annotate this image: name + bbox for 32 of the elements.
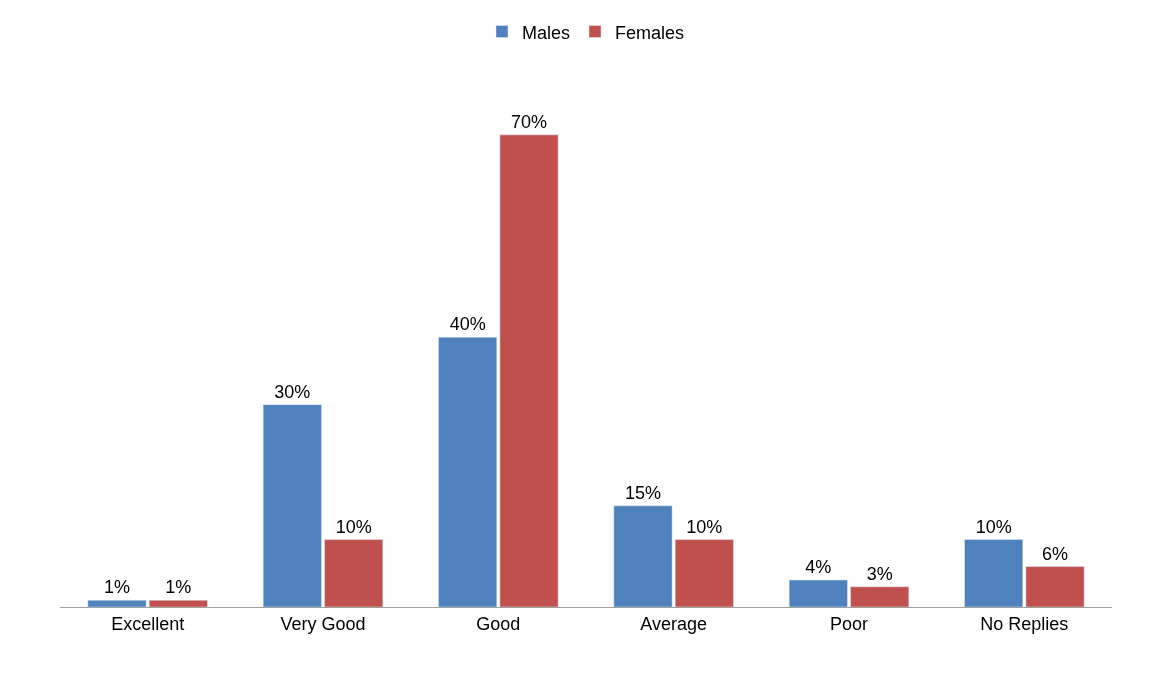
legend-label: Males [522, 22, 571, 43]
data-label: 10% [686, 516, 723, 537]
bar [1025, 566, 1085, 607]
data-label: 6% [1042, 543, 1069, 564]
bar [850, 586, 910, 607]
data-label: 3% [866, 563, 893, 584]
data-label: 1% [165, 577, 192, 598]
bar [674, 539, 734, 607]
bar [324, 539, 384, 607]
x-tick-label: Average [640, 613, 708, 634]
x-tick-label: Poor [829, 613, 869, 634]
data-label: 40% [449, 314, 486, 335]
x-tick-label: No Replies [980, 613, 1069, 634]
bar [613, 505, 673, 607]
x-tick-label: Good [476, 613, 521, 634]
bar [87, 600, 147, 607]
data-label: 10% [335, 516, 372, 537]
data-label: 10% [975, 516, 1012, 537]
bar [788, 579, 848, 607]
x-tick-label: Excellent [111, 613, 185, 634]
legend-label: Females [615, 22, 685, 43]
x-tick-label: Very Good [280, 613, 366, 634]
bar [262, 404, 322, 607]
bar [438, 336, 498, 607]
bar [148, 600, 208, 607]
data-label: 1% [103, 577, 130, 598]
bar [964, 539, 1024, 607]
data-label: 30% [274, 381, 311, 402]
data-label: 15% [624, 482, 661, 503]
bar [499, 134, 559, 607]
data-label: 70% [511, 111, 548, 132]
data-label: 4% [805, 557, 832, 578]
